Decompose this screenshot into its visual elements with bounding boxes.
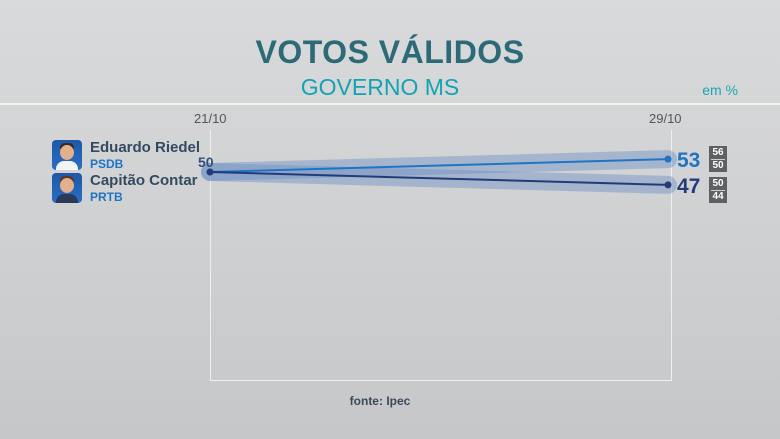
range-box-riedel: 56 50 [709,146,727,172]
data-point [664,181,672,189]
data-point [664,155,672,163]
date-label-end: 29/10 [649,111,682,126]
data-label-end: 47 [677,175,700,198]
range-min: 50 [712,160,724,171]
unit-label: em % [702,82,738,98]
data-point [206,168,214,176]
chart-title: VOTOS VÁLIDOS [255,34,525,70]
candidate-party: PRTB [90,190,123,204]
avatar [52,173,82,203]
data-label-start: 50 [198,154,214,170]
range-box-contar: 50 44 [709,177,727,203]
header-divider [0,103,780,105]
date-label-start: 21/10 [194,111,227,126]
chart-subtitle: GOVERNO MS [300,74,460,100]
data-label-end: 53 [677,149,700,172]
avatar [52,140,82,170]
candidate-name: Capitão Contar [90,172,198,189]
range-min: 44 [712,191,724,202]
candidate-party: PSDB [90,157,124,171]
source-label: fonte: Ipec [349,394,411,408]
candidate-name: Eduardo Riedel [90,139,201,156]
range-max: 50 [712,178,724,189]
series-line-1 [209,171,669,186]
plot-area [210,130,672,381]
range-max: 56 [712,147,724,158]
series-line-0 [209,158,669,173]
